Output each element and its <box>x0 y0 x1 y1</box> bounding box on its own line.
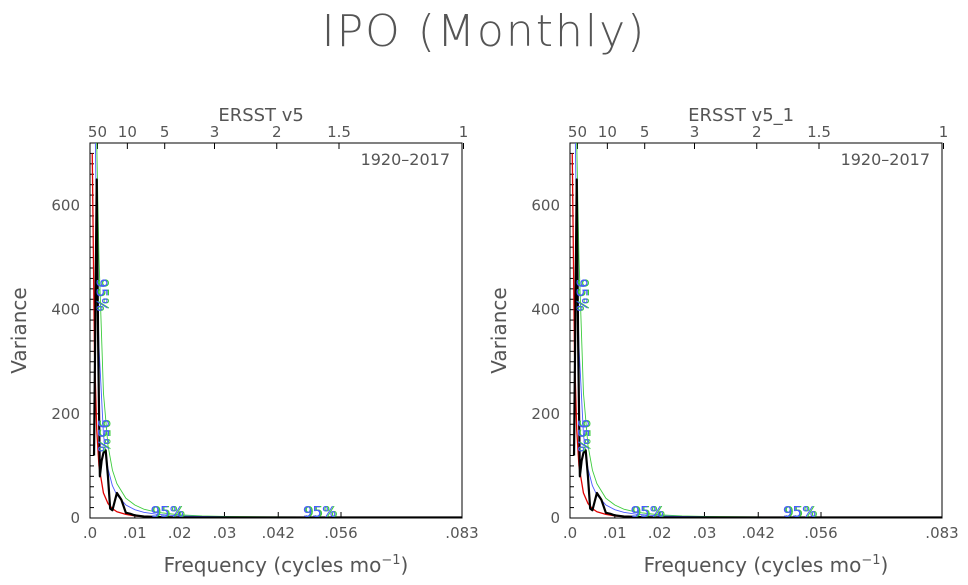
x-tick-label: .042 <box>262 524 295 542</box>
y-tick-label: 400 <box>531 301 560 319</box>
x-tick-label: .083 <box>445 524 478 542</box>
top-tick-label: 50 <box>568 123 587 141</box>
y-tick-label: 200 <box>51 405 80 423</box>
panel-title: ERSST v5_1 <box>688 105 794 126</box>
top-tick-label: 1 <box>939 123 949 141</box>
top-tick-label: 5 <box>640 123 650 141</box>
y-tick-label: 0 <box>70 509 80 527</box>
x-tick-label: .02 <box>168 524 192 542</box>
top-tick-label: 1 <box>459 123 469 141</box>
x-axis-label: Frequency (cycles mo−1) <box>644 553 889 577</box>
x-minor-tick-label: .01 <box>603 524 627 542</box>
x-tick-label: .02 <box>648 524 672 542</box>
x-axis-label-main: Frequency (cycles mo <box>164 553 382 577</box>
period-label: 1920–2017 <box>841 150 930 169</box>
ci-label: 95% <box>94 278 112 311</box>
x-tick-label: .042 <box>742 524 775 542</box>
y-axis-label: Variance <box>7 287 31 373</box>
ci-label: 95% <box>94 419 112 452</box>
x-tick-label: .056 <box>324 524 357 542</box>
top-tick-label: 1.5 <box>807 123 831 141</box>
top-tick-label: 10 <box>118 123 137 141</box>
ci-label: 95% <box>783 503 816 521</box>
x-tick-label: .03 <box>213 524 237 542</box>
series-group <box>571 143 942 518</box>
panel-ersst-v5-1: .0 .02 .03 .042 .056 .083 .01 0 200 400 600 50 10 5 3 2… <box>487 105 959 577</box>
ci-label: 95% <box>152 503 185 521</box>
figure-title: IPO (Monthly) <box>321 6 647 57</box>
top-tick-label: 2 <box>272 123 282 141</box>
y-axis-label: Variance <box>487 287 511 373</box>
x-axis-label: Frequency (cycles mo−1) <box>164 553 409 577</box>
ci-label: 95% <box>574 278 592 311</box>
ci-label: 95% <box>784 503 817 521</box>
top-tick-label: 50 <box>88 123 107 141</box>
ci-label: 95% <box>151 503 184 521</box>
period-label: 1920–2017 <box>361 150 450 169</box>
series-spectrum <box>92 178 462 518</box>
x-axis-label-close: ) <box>401 553 409 577</box>
x-tick-label: .0 <box>83 524 97 542</box>
series-ci-blue <box>94 143 462 518</box>
series-group <box>91 143 462 518</box>
y-tick-label: 400 <box>51 301 80 319</box>
y-tick-label: 600 <box>531 197 560 215</box>
top-tick-label: 3 <box>690 123 700 141</box>
series-ci-blue <box>574 143 942 518</box>
series-ci-green <box>96 143 462 518</box>
y-tick-label: 200 <box>531 405 560 423</box>
series-ci-green <box>576 143 942 518</box>
panel-ersst-v5: .0 .02 .03 .042 .056 .083 .01 0 200 400 600 50 10 5 3 2… <box>7 105 479 577</box>
x-axis-label-close: ) <box>881 553 889 577</box>
panel-title: ERSST v5 <box>218 105 304 126</box>
x-axis-label-main: Frequency (cycles mo <box>644 553 862 577</box>
plot-frame <box>569 142 943 519</box>
top-tick-label: 10 <box>598 123 617 141</box>
ci-label: 95% <box>96 419 114 452</box>
series-spectrum <box>572 178 942 518</box>
top-tick-label: 5 <box>160 123 170 141</box>
x-tick-label: .083 <box>925 524 958 542</box>
ci-label: 95% <box>304 503 337 521</box>
x-axis-label-exponent: −1 <box>861 553 880 568</box>
series-red-noise <box>91 153 462 518</box>
ci-label: 95% <box>573 278 591 311</box>
top-tick-label: 2 <box>752 123 762 141</box>
y-tick-label: 0 <box>550 509 560 527</box>
ci-label: 95% <box>303 503 336 521</box>
top-tick-label: 1.5 <box>327 123 351 141</box>
ci-label: 95% <box>576 419 594 452</box>
ci-label: 95% <box>631 503 664 521</box>
ci-label: 95% <box>93 278 111 311</box>
x-axis-label-exponent: −1 <box>381 553 400 568</box>
plot-frame <box>89 142 463 519</box>
y-tick-label: 600 <box>51 197 80 215</box>
x-minor-tick-label: .01 <box>123 524 147 542</box>
top-tick-label: 3 <box>210 123 220 141</box>
x-tick-label: .056 <box>804 524 837 542</box>
ci-label: 95% <box>574 419 592 452</box>
ci-label: 95% <box>632 503 665 521</box>
series-red-noise <box>571 153 942 518</box>
x-tick-label: .03 <box>693 524 717 542</box>
x-tick-label: .0 <box>563 524 577 542</box>
